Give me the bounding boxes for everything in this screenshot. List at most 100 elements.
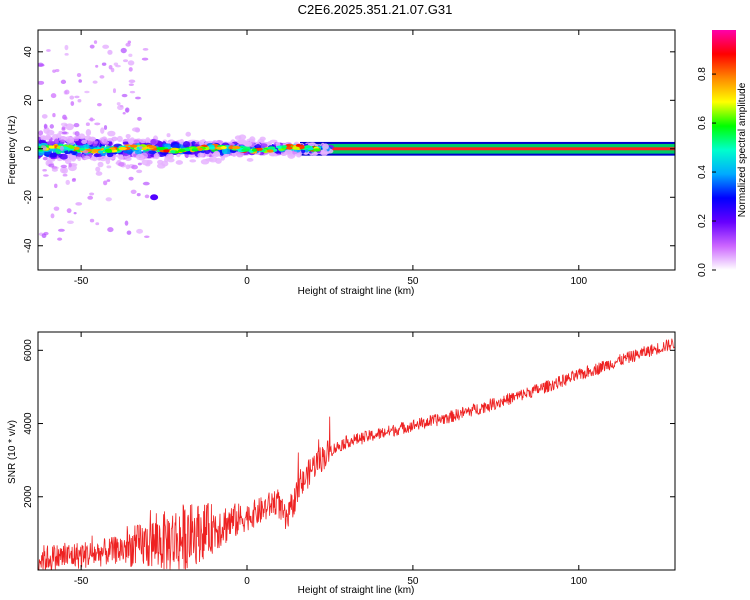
spectral-blob: [53, 138, 60, 145]
spectral-blob: [59, 153, 69, 160]
spectral-blob: [97, 161, 104, 168]
outlier-blob: [89, 218, 95, 223]
outlier-blob: [118, 162, 125, 167]
outlier-blob: [95, 171, 103, 176]
outlier-blob: [112, 88, 117, 94]
outlier-blob: [144, 194, 150, 199]
spectral-blob: [100, 127, 105, 134]
ridge-blob: [209, 146, 216, 150]
spectral-blob: [49, 152, 57, 158]
spectral-blob: [116, 135, 123, 142]
outlier-blob: [102, 44, 110, 49]
spectral-blob: [215, 157, 222, 164]
outlier-blob: [46, 49, 51, 52]
outlier-blob: [136, 228, 144, 234]
spectral-blob: [234, 135, 242, 141]
outlier-blob: [61, 131, 68, 135]
ridge-blob: [304, 145, 311, 149]
ridge-blob: [73, 146, 80, 150]
spectral-blob: [197, 152, 205, 158]
outlier-blob: [73, 136, 80, 140]
spectral-blob: [47, 157, 52, 164]
ridge-blob: [267, 146, 275, 150]
spectral-blob: [161, 160, 169, 167]
spectral-blob: [166, 133, 171, 138]
outlier-blob: [74, 95, 80, 99]
outlier-blob: [130, 189, 137, 194]
chart-title: C2E6.2025.351.21.07.G31: [297, 2, 453, 17]
spectral-blob: [153, 152, 160, 160]
outlier-blob: [128, 176, 134, 181]
outlier-blob: [41, 233, 47, 239]
outlier-blob: [78, 79, 82, 83]
ridge-core: [300, 147, 675, 151]
spectral-blob: [65, 123, 74, 131]
spectral-blob: [167, 157, 175, 163]
snr-y-label: SNR (10 * v/v): [7, 420, 18, 484]
outlier-blob: [58, 228, 65, 232]
spectral-blob: [221, 147, 228, 155]
outlier-blob: [95, 222, 100, 226]
spectral-blob: [240, 139, 247, 143]
outlier-blob: [85, 122, 90, 126]
x-tick-label: -50: [74, 576, 89, 587]
spectral-blob: [99, 155, 107, 162]
outlier-blob: [89, 192, 95, 196]
outlier-blob: [63, 116, 68, 120]
outlier-blob: [69, 95, 75, 100]
spectral-blob: [182, 141, 191, 148]
ridge-blob: [291, 146, 300, 150]
ridge-blob: [228, 146, 234, 150]
x-tick-label: 50: [407, 276, 419, 287]
outlier-blob: [70, 101, 75, 107]
outlier-blob: [142, 181, 150, 186]
spectral-blob: [46, 140, 56, 145]
colorbar-tick-label: 0.2: [697, 214, 708, 228]
ridge-blob: [129, 144, 138, 148]
outlier-blob: [54, 183, 58, 189]
outlier-blob: [38, 130, 44, 136]
outlier-blob: [43, 123, 48, 129]
spectral-blob: [166, 153, 174, 159]
outlier-blob: [139, 145, 143, 149]
spectral-blob: [284, 149, 293, 156]
outlier-blob: [38, 80, 45, 85]
outlier-blob: [125, 42, 131, 47]
spectral-blob: [107, 156, 113, 160]
outlier-blob: [121, 93, 128, 98]
outlier-blob: [134, 96, 141, 100]
outlier-blob: [110, 67, 115, 73]
snr-y-ticks: 2000 4000 6000: [23, 339, 675, 508]
outlier-blob: [66, 208, 72, 214]
colorbar-tick-label: 0.6: [697, 116, 708, 130]
spectrogram-panel: -50 0 50 100 -40 -20 0 20 40 Height of straight…: [7, 29, 676, 297]
spectral-blob: [95, 166, 101, 172]
outlier-blob: [99, 75, 105, 79]
spectral-blob: [188, 153, 196, 158]
spectral-blob: [87, 140, 93, 146]
outlier-blob: [75, 202, 83, 206]
outlier-blob: [51, 168, 58, 172]
snr-x-ticks: -50 0 50 100: [74, 332, 588, 587]
outlier-blob: [131, 164, 138, 170]
ridge-blob: [266, 149, 274, 153]
outlier-blob: [59, 145, 64, 151]
ridge-blob: [241, 148, 250, 152]
outlier-blob: [41, 114, 48, 119]
outlier-blob: [94, 122, 101, 126]
outlier-blob: [124, 220, 129, 226]
outlier-blob: [128, 79, 136, 84]
colorbar-tick-label: 0.0: [697, 263, 708, 277]
outlier-blob: [60, 79, 67, 85]
outlier-blob: [119, 104, 124, 108]
outlier-blob: [38, 62, 44, 67]
outlier-blob: [116, 102, 121, 106]
y-tick-label: 6000: [23, 339, 34, 362]
outlier-blob: [89, 117, 94, 122]
spectral-blob: [205, 158, 214, 162]
spectral-blob: [322, 143, 329, 150]
spectral-blob: [93, 153, 100, 158]
x-tick-label: 0: [244, 276, 250, 287]
y-tick-label: 0: [23, 146, 34, 152]
outlier-blob: [93, 140, 99, 144]
